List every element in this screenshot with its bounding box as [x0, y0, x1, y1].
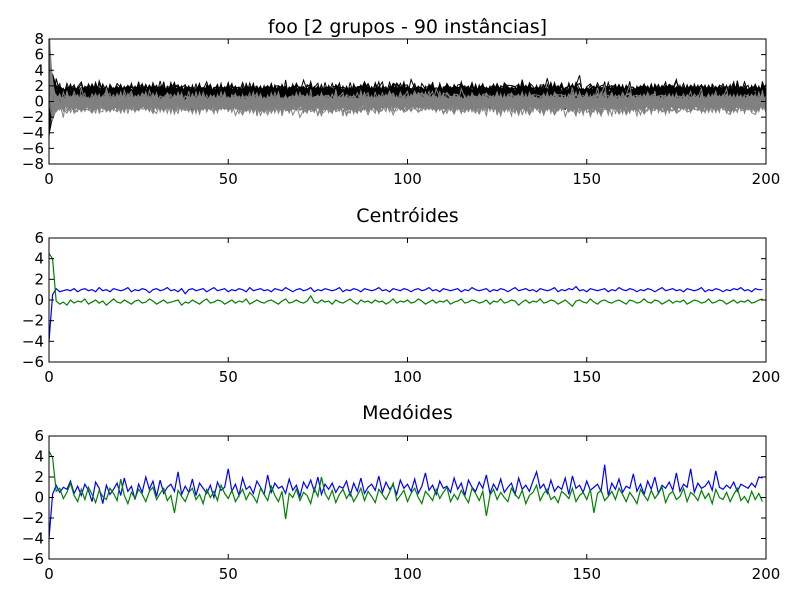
- y-tick-label: 4: [34, 448, 44, 466]
- x-tick-label: 50: [219, 565, 238, 583]
- y-tick-label: 0: [34, 93, 44, 111]
- instance-line: [49, 75, 766, 117]
- x-tick-label: 0: [44, 368, 54, 386]
- y-tick-label: 0: [34, 489, 44, 507]
- x-tick-label: 50: [219, 368, 238, 386]
- y-tick-label: 8: [34, 30, 44, 48]
- y-tick-label: −4: [22, 332, 44, 350]
- x-tick-label: 100: [393, 170, 422, 188]
- y-tick-label: 6: [34, 427, 44, 445]
- chart-title: Medóides: [362, 402, 453, 424]
- x-tick-label: 0: [44, 170, 54, 188]
- y-tick-label: 4: [34, 250, 44, 268]
- chart-panel-3: 0 50 100 150 200 6 4 2 0 −2 −4 −6 Medóides: [22, 402, 780, 583]
- y-tick-label: −6: [22, 139, 44, 157]
- x-tick-label: 200: [752, 368, 781, 386]
- x-tick-label: 150: [572, 565, 601, 583]
- y-tick-label: 2: [34, 77, 44, 95]
- x-tick-label: 150: [572, 368, 601, 386]
- x-tick-label: 50: [219, 170, 238, 188]
- instance-line: [49, 49, 766, 116]
- y-tick-label: −2: [22, 509, 44, 527]
- chart-title: foo [2 grupos - 90 instâncias]: [268, 16, 547, 38]
- series-line-1: [49, 464, 763, 539]
- plot-area: [49, 253, 763, 342]
- y-tick-label: −6: [22, 353, 44, 371]
- y-tick-label: 6: [34, 46, 44, 64]
- chart-title: Centróides: [356, 205, 458, 227]
- x-tick-label: 100: [393, 565, 422, 583]
- x-tick-label: 0: [44, 565, 54, 583]
- y-tick-label: −4: [22, 530, 44, 548]
- y-tick-label: 4: [34, 61, 44, 79]
- x-tick-label: 200: [752, 170, 781, 188]
- x-tick-label: 150: [572, 170, 601, 188]
- y-tick-label: 0: [34, 291, 44, 309]
- y-tick-label: 6: [34, 229, 44, 247]
- y-tick-label: −6: [22, 550, 44, 568]
- y-tick-label: 2: [34, 270, 44, 288]
- plot-area: [49, 451, 763, 539]
- x-tick-label: 200: [752, 565, 781, 583]
- y-tick-label: −2: [22, 108, 44, 126]
- y-tick-label: −4: [22, 124, 44, 142]
- y-tick-label: −2: [22, 312, 44, 330]
- series-line-2: [49, 253, 763, 308]
- plot-area: [49, 39, 766, 138]
- x-tick-label: 100: [393, 368, 422, 386]
- chart-panel-2: 0 50 100 150 200 6 4 2 0 −2 −4 −6 Centróides: [22, 205, 780, 386]
- series-line-1: [49, 285, 763, 342]
- series-line-2: [49, 451, 763, 520]
- instance-line: [49, 49, 766, 115]
- instance-line: [49, 90, 766, 116]
- y-tick-label: −8: [22, 155, 44, 173]
- y-tick-label: 2: [34, 468, 44, 486]
